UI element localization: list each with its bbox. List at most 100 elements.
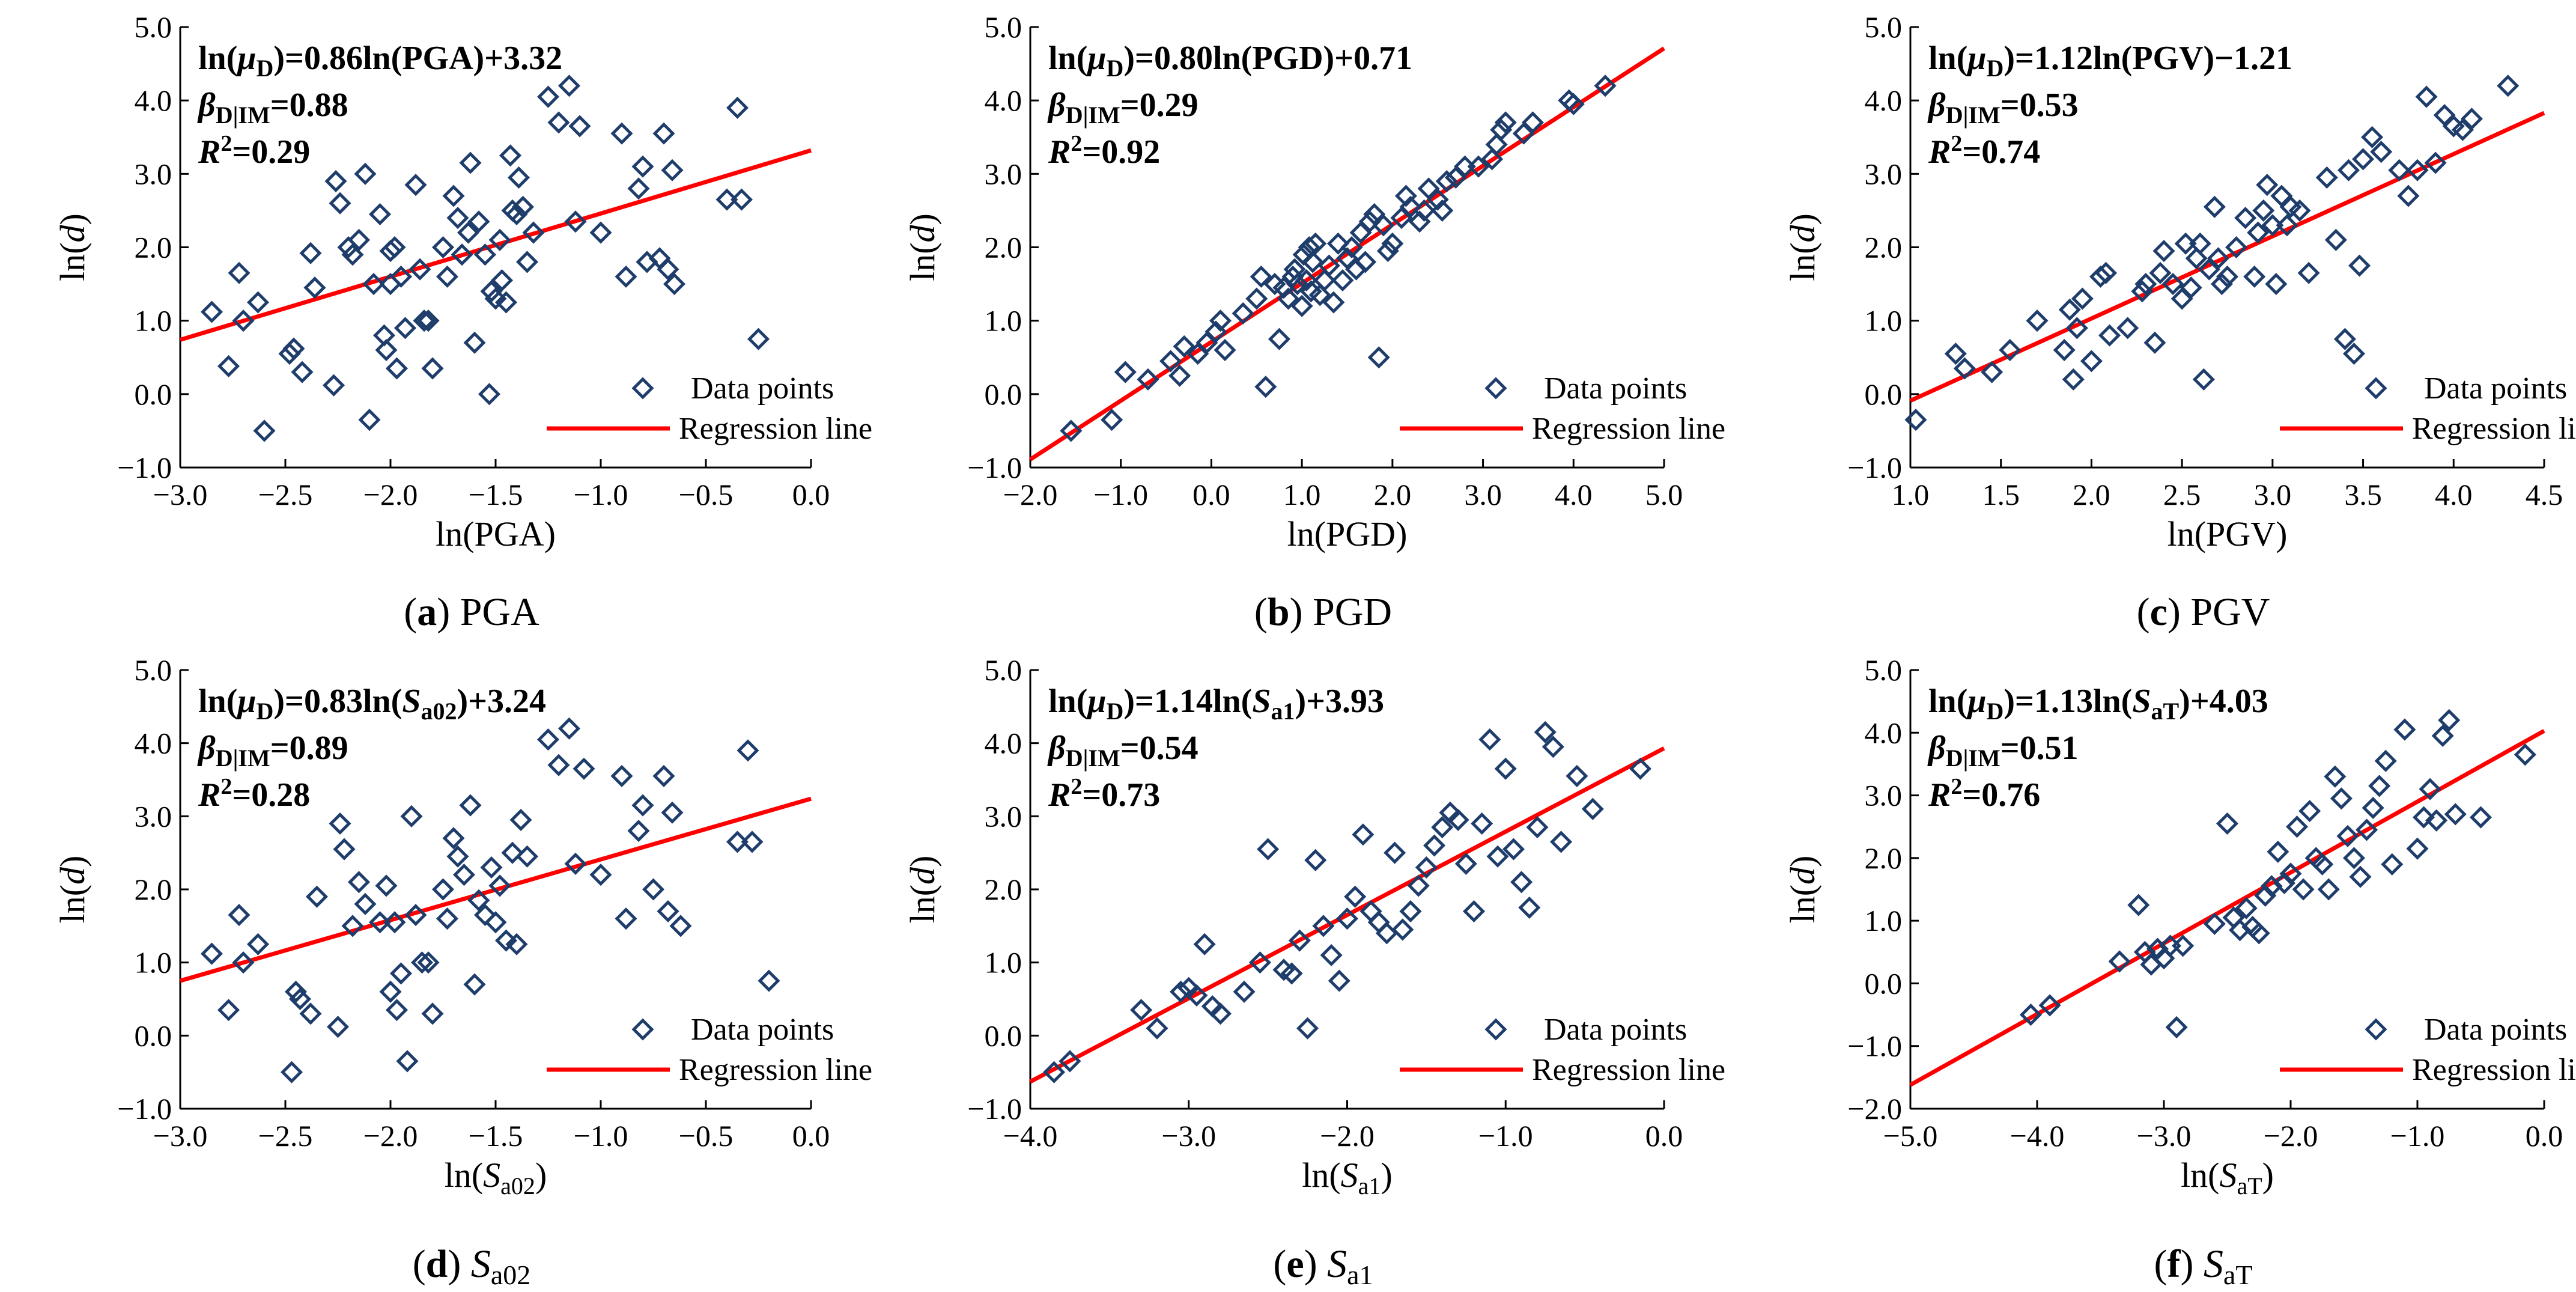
data-point [484, 911, 507, 934]
data-point [484, 287, 507, 310]
data-point [473, 243, 497, 266]
y-tick-label: 4.0 [985, 727, 1022, 760]
data-point [473, 904, 497, 927]
data-point [451, 243, 473, 266]
legend-points-label: Data points [1544, 1013, 1687, 1047]
y-tick-label: 2.0 [1865, 231, 1903, 264]
data-point [1521, 111, 1544, 134]
chart-panel-d: −1.0 0.0 1.0 2.0 3.0 4.0 5.0 −3.0 −2.5 −2.0 −1.5 −1… [53, 653, 872, 1290]
data-point [488, 228, 511, 251]
data-point [2134, 273, 2157, 296]
regression-equation: ln(μD)=0.83ln(Sa02)+3.24 [198, 683, 546, 725]
data-point [2247, 922, 2270, 945]
data-point [421, 1002, 444, 1025]
data-point [663, 273, 686, 296]
data-point [305, 885, 329, 908]
chart-panel-a: −1.0 0.0 1.0 2.0 3.0 4.0 5.0 −3.0 −2.5 −2.0 −1.5 −1… [53, 10, 872, 634]
y-tick-label: 1.0 [1865, 904, 1903, 937]
y-tick-label: 2.0 [1865, 841, 1903, 875]
data-point [232, 951, 255, 974]
data-point [1999, 338, 2022, 362]
data-point [488, 874, 511, 897]
data-point [2207, 247, 2229, 270]
data-point [463, 973, 486, 996]
data-point [1268, 328, 1290, 350]
y-tick-label: 5.0 [985, 10, 1022, 44]
y-tick-label: 1.0 [985, 304, 1022, 338]
x-tick-label: 5.0 [1645, 478, 1683, 511]
data-point [610, 122, 633, 145]
data-point [2419, 778, 2441, 800]
x-tick-label: 0.0 [792, 1119, 830, 1153]
data-point [1335, 907, 1359, 930]
data-point [2330, 787, 2353, 810]
legend-point-marker [631, 1018, 654, 1041]
data-point [1510, 871, 1533, 894]
regression-equation: ln(μD)=1.13ln(SaT)+4.03 [1928, 683, 2268, 725]
data-point [2388, 159, 2411, 181]
data-point [228, 261, 251, 284]
data-point [2356, 818, 2378, 841]
data-point [1490, 118, 1513, 141]
data-point [747, 328, 770, 350]
x-tick-label: 0.0 [1192, 478, 1230, 511]
data-point [2324, 228, 2347, 251]
legend-point-marker [2365, 1018, 2387, 1041]
x-tick-label: 0.0 [2526, 1119, 2563, 1153]
data-point [2286, 815, 2309, 838]
data-point [1415, 856, 1438, 879]
x-tick-label: −0.5 [679, 1119, 734, 1153]
data-point [2254, 884, 2277, 907]
data-point [463, 331, 486, 354]
data-point [368, 203, 392, 226]
data-point [501, 841, 524, 864]
data-point [383, 236, 406, 259]
data-point [1326, 232, 1349, 255]
data-point [2317, 878, 2340, 901]
data-point [1381, 232, 1404, 255]
data-point [1159, 350, 1182, 373]
data-point [2131, 280, 2154, 303]
data-point [2038, 994, 2061, 1017]
x-tick-label: −0.5 [679, 478, 734, 511]
x-tick-label: −1.0 [574, 1119, 628, 1153]
data-point [1233, 980, 1256, 1003]
r-squared-value: R2=0.74 [1928, 131, 2040, 171]
x-tick-label: −1.0 [2390, 1119, 2445, 1153]
data-point [2460, 108, 2483, 130]
data-point [1328, 969, 1350, 992]
data-point [404, 174, 427, 197]
legend-line-label: Regression line [2412, 1053, 2576, 1087]
data-point [1367, 346, 1390, 369]
data-point [1399, 195, 1422, 218]
data-point [589, 864, 612, 886]
data-point [2165, 1016, 2188, 1038]
data-point [329, 812, 351, 835]
data-point [200, 942, 223, 965]
data-point [2252, 199, 2275, 222]
r-squared-value: R2=0.76 [1928, 774, 2040, 814]
data-point [396, 1050, 419, 1073]
data-point [2424, 151, 2447, 174]
data-point [1481, 148, 1504, 171]
data-point [2342, 847, 2366, 870]
data-point [2381, 853, 2404, 876]
data-point [2019, 1004, 2042, 1026]
r-squared-value: R2=0.92 [1048, 131, 1160, 171]
data-point [2229, 919, 2252, 942]
y-tick-label: −2.0 [1847, 1092, 1902, 1126]
data-point [2225, 236, 2248, 259]
y-tick-label: 3.0 [135, 799, 172, 833]
regression-equation: ln(μD)=0.86ln(PGA)+3.32 [198, 40, 562, 82]
r-squared-value: R2=0.29 [198, 131, 310, 171]
data-point [1526, 816, 1549, 839]
data-point [1367, 911, 1390, 934]
data-point [2265, 273, 2288, 296]
data-point [1534, 721, 1557, 743]
data-point [573, 757, 595, 780]
legend-line-label: Regression line [679, 412, 872, 446]
y-tick-label: 0.0 [135, 377, 172, 411]
data-point [1245, 287, 1268, 310]
data-point [246, 933, 270, 955]
data-point [442, 827, 465, 850]
